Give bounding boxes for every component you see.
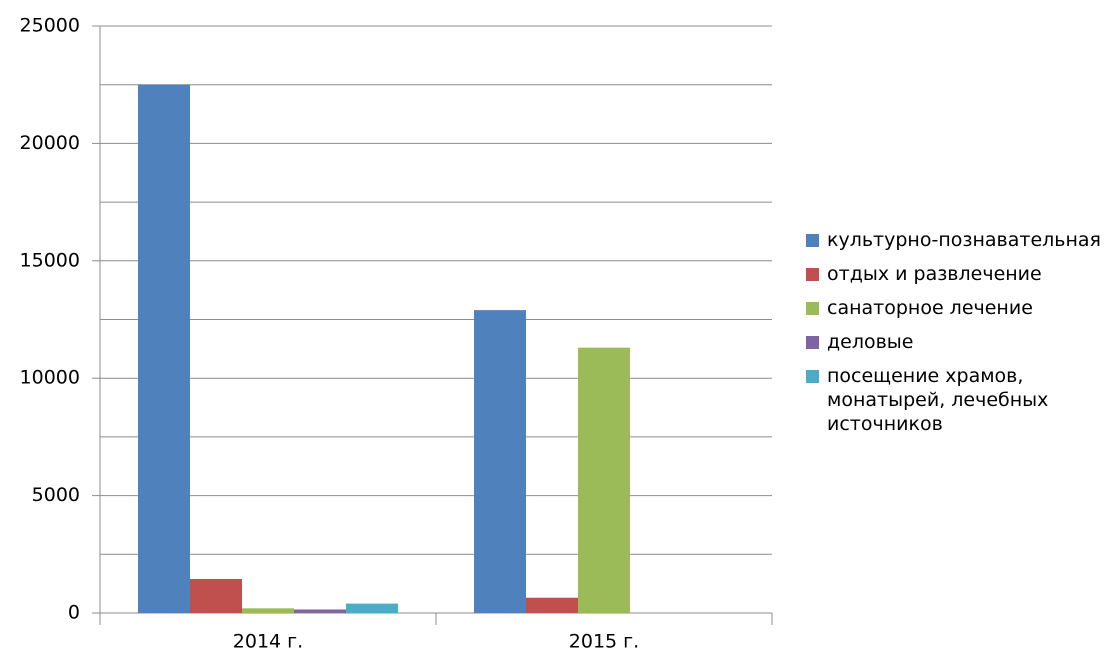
y-tick-label: 15000: [20, 249, 80, 271]
bar: [346, 603, 398, 613]
y-tick-label: 10000: [20, 367, 80, 389]
bar: [138, 84, 190, 613]
legend-label: культурно-познавательная: [827, 229, 1101, 251]
legend-label: посещение храмов, монатырей, лечебных ис…: [827, 365, 1049, 435]
legend-label: деловые: [827, 331, 914, 353]
legend-item: культурно-познавательная: [806, 228, 1106, 252]
legend-label: отдых и развлечение: [827, 263, 1042, 285]
y-tick-label: 5000: [32, 484, 80, 506]
legend-item: отдых и развлечение: [806, 262, 1106, 286]
legend-swatch: [806, 370, 819, 383]
legend-swatch: [806, 302, 819, 315]
bar: [526, 597, 578, 613]
bar: [242, 608, 294, 613]
legend-item: санаторное лечение: [806, 296, 1106, 320]
legend-item: деловые: [806, 330, 1106, 354]
y-tick-label: 20000: [20, 132, 80, 154]
x-tick-label: 2015 г.: [569, 631, 639, 653]
legend-swatch: [806, 268, 819, 281]
bar: [474, 310, 526, 613]
x-tick-label: 2014 г.: [233, 631, 303, 653]
legend-item: посещение храмов, монатырей, лечебных ис…: [806, 364, 1106, 436]
bar: [578, 347, 630, 613]
bar: [190, 578, 242, 613]
y-tick-label: 0: [68, 602, 80, 624]
legend-label: санаторное лечение: [827, 297, 1033, 319]
bar: [294, 609, 346, 613]
legend-swatch: [806, 234, 819, 247]
legend-swatch: [806, 336, 819, 349]
y-tick-label: 25000: [20, 15, 80, 37]
legend: культурно-познавательная отдых и развлече…: [806, 228, 1106, 446]
